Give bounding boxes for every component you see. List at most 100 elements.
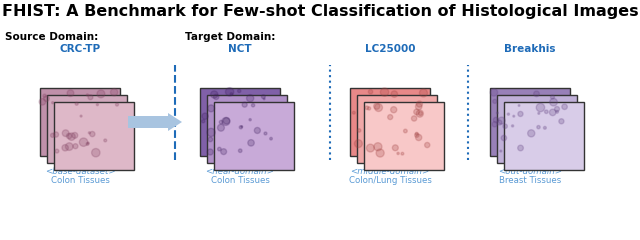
- Circle shape: [374, 104, 383, 111]
- Circle shape: [390, 107, 397, 113]
- Circle shape: [52, 102, 54, 104]
- Circle shape: [500, 150, 502, 152]
- Text: Colon/Lung Tissues: Colon/Lung Tissues: [349, 176, 431, 185]
- Circle shape: [493, 99, 497, 103]
- Bar: [490, 88, 570, 156]
- Circle shape: [72, 132, 78, 138]
- Circle shape: [92, 149, 100, 157]
- Bar: [214, 102, 294, 170]
- Circle shape: [218, 124, 225, 131]
- Circle shape: [412, 116, 417, 121]
- Circle shape: [543, 126, 547, 129]
- Bar: [504, 102, 584, 170]
- Bar: [350, 88, 430, 156]
- Circle shape: [86, 94, 88, 96]
- Circle shape: [357, 129, 361, 132]
- Circle shape: [97, 90, 105, 98]
- Circle shape: [55, 149, 59, 153]
- Text: CRC-TP: CRC-TP: [60, 44, 100, 54]
- Circle shape: [355, 140, 362, 148]
- Circle shape: [549, 109, 556, 116]
- Text: FHIST: A Benchmark for Few-shot Classification of Histological Images: FHIST: A Benchmark for Few-shot Classifi…: [2, 4, 638, 19]
- Circle shape: [239, 126, 243, 129]
- Circle shape: [513, 115, 515, 117]
- Circle shape: [67, 90, 74, 96]
- Circle shape: [545, 110, 548, 114]
- Circle shape: [498, 117, 505, 124]
- Text: Target Domain:: Target Domain:: [185, 32, 275, 42]
- Circle shape: [401, 152, 404, 155]
- Circle shape: [497, 112, 499, 114]
- Circle shape: [518, 111, 523, 116]
- Circle shape: [415, 103, 422, 110]
- Circle shape: [254, 127, 260, 133]
- Circle shape: [556, 110, 559, 113]
- Circle shape: [416, 110, 424, 117]
- Circle shape: [225, 88, 234, 96]
- Text: Colon Tissues: Colon Tissues: [211, 176, 269, 185]
- Circle shape: [73, 144, 78, 149]
- Circle shape: [202, 113, 208, 119]
- Circle shape: [248, 140, 254, 146]
- Circle shape: [559, 119, 564, 124]
- Circle shape: [419, 89, 428, 97]
- Circle shape: [223, 118, 230, 124]
- Circle shape: [511, 125, 514, 127]
- Circle shape: [44, 96, 49, 102]
- Circle shape: [376, 149, 384, 157]
- Circle shape: [53, 132, 59, 137]
- Circle shape: [269, 137, 273, 140]
- Circle shape: [67, 133, 72, 139]
- Circle shape: [374, 103, 380, 109]
- Text: LC25000: LC25000: [365, 44, 415, 54]
- Circle shape: [388, 114, 393, 120]
- Text: NCT: NCT: [228, 44, 252, 54]
- Circle shape: [90, 132, 95, 137]
- Circle shape: [538, 112, 540, 114]
- Circle shape: [367, 144, 374, 152]
- Circle shape: [208, 137, 212, 142]
- Circle shape: [262, 95, 265, 99]
- Circle shape: [536, 103, 545, 112]
- Circle shape: [380, 88, 388, 96]
- Circle shape: [492, 121, 497, 127]
- Circle shape: [75, 102, 78, 105]
- Circle shape: [242, 102, 247, 107]
- Circle shape: [392, 145, 398, 151]
- Circle shape: [374, 143, 382, 151]
- FancyArrow shape: [128, 113, 182, 131]
- Bar: [47, 95, 127, 163]
- Circle shape: [490, 89, 498, 96]
- Circle shape: [424, 142, 430, 148]
- Circle shape: [415, 133, 419, 137]
- Circle shape: [62, 130, 69, 137]
- Circle shape: [501, 135, 507, 141]
- Circle shape: [237, 89, 241, 93]
- Circle shape: [202, 120, 205, 123]
- Circle shape: [80, 115, 82, 117]
- Circle shape: [252, 104, 255, 107]
- Text: <out-domain>: <out-domain>: [498, 167, 562, 176]
- Circle shape: [367, 107, 371, 110]
- Circle shape: [104, 139, 107, 142]
- Circle shape: [518, 145, 524, 151]
- Bar: [40, 88, 120, 156]
- Circle shape: [207, 128, 215, 137]
- Circle shape: [365, 106, 369, 109]
- Text: <near-domain>: <near-domain>: [205, 167, 275, 176]
- Circle shape: [211, 91, 218, 98]
- Circle shape: [220, 120, 223, 124]
- Circle shape: [246, 95, 253, 102]
- Text: <middle-domain>: <middle-domain>: [350, 167, 429, 176]
- Bar: [357, 95, 437, 163]
- Circle shape: [419, 112, 422, 115]
- Circle shape: [207, 149, 213, 155]
- Bar: [497, 95, 577, 163]
- Circle shape: [518, 105, 520, 106]
- Circle shape: [249, 119, 252, 121]
- Circle shape: [87, 142, 89, 144]
- Circle shape: [493, 117, 499, 123]
- Circle shape: [230, 93, 233, 95]
- Circle shape: [221, 149, 227, 155]
- Circle shape: [397, 152, 399, 155]
